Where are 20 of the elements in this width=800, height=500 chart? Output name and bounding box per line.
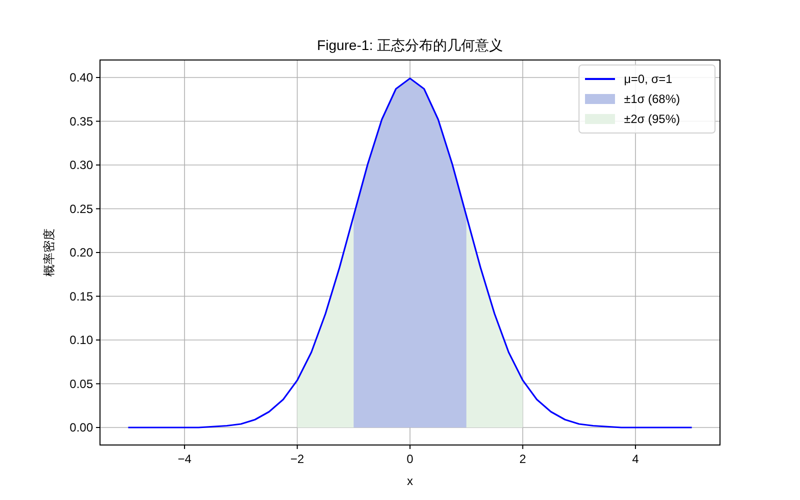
ytick: 0.40	[70, 70, 93, 84]
ytick: 0.05	[70, 376, 93, 391]
ylabel: 概率密度	[42, 228, 56, 276]
ytick: 0.25	[70, 202, 93, 216]
xlabel: x	[407, 474, 413, 488]
ytick: 0.00	[70, 420, 93, 434]
legend-label: μ=0, σ=1	[624, 72, 672, 86]
title: Figure-1: 正态分布的几何意义	[317, 37, 503, 53]
ytick: 0.30	[70, 158, 93, 172]
ytick: 0.35	[70, 114, 93, 128]
ytick: 0.20	[70, 246, 93, 260]
xtick: 4	[632, 452, 639, 466]
xtick: 0	[406, 452, 414, 466]
xtick: −4	[178, 452, 192, 466]
legend-label: ±2σ (95%)	[624, 112, 680, 126]
ytick: 0.10	[70, 333, 93, 347]
xtick: −2	[290, 452, 304, 466]
legend-label: ±1σ (68%)	[624, 92, 680, 106]
xtick: 2	[519, 452, 526, 466]
ytick: 0.15	[70, 289, 93, 304]
